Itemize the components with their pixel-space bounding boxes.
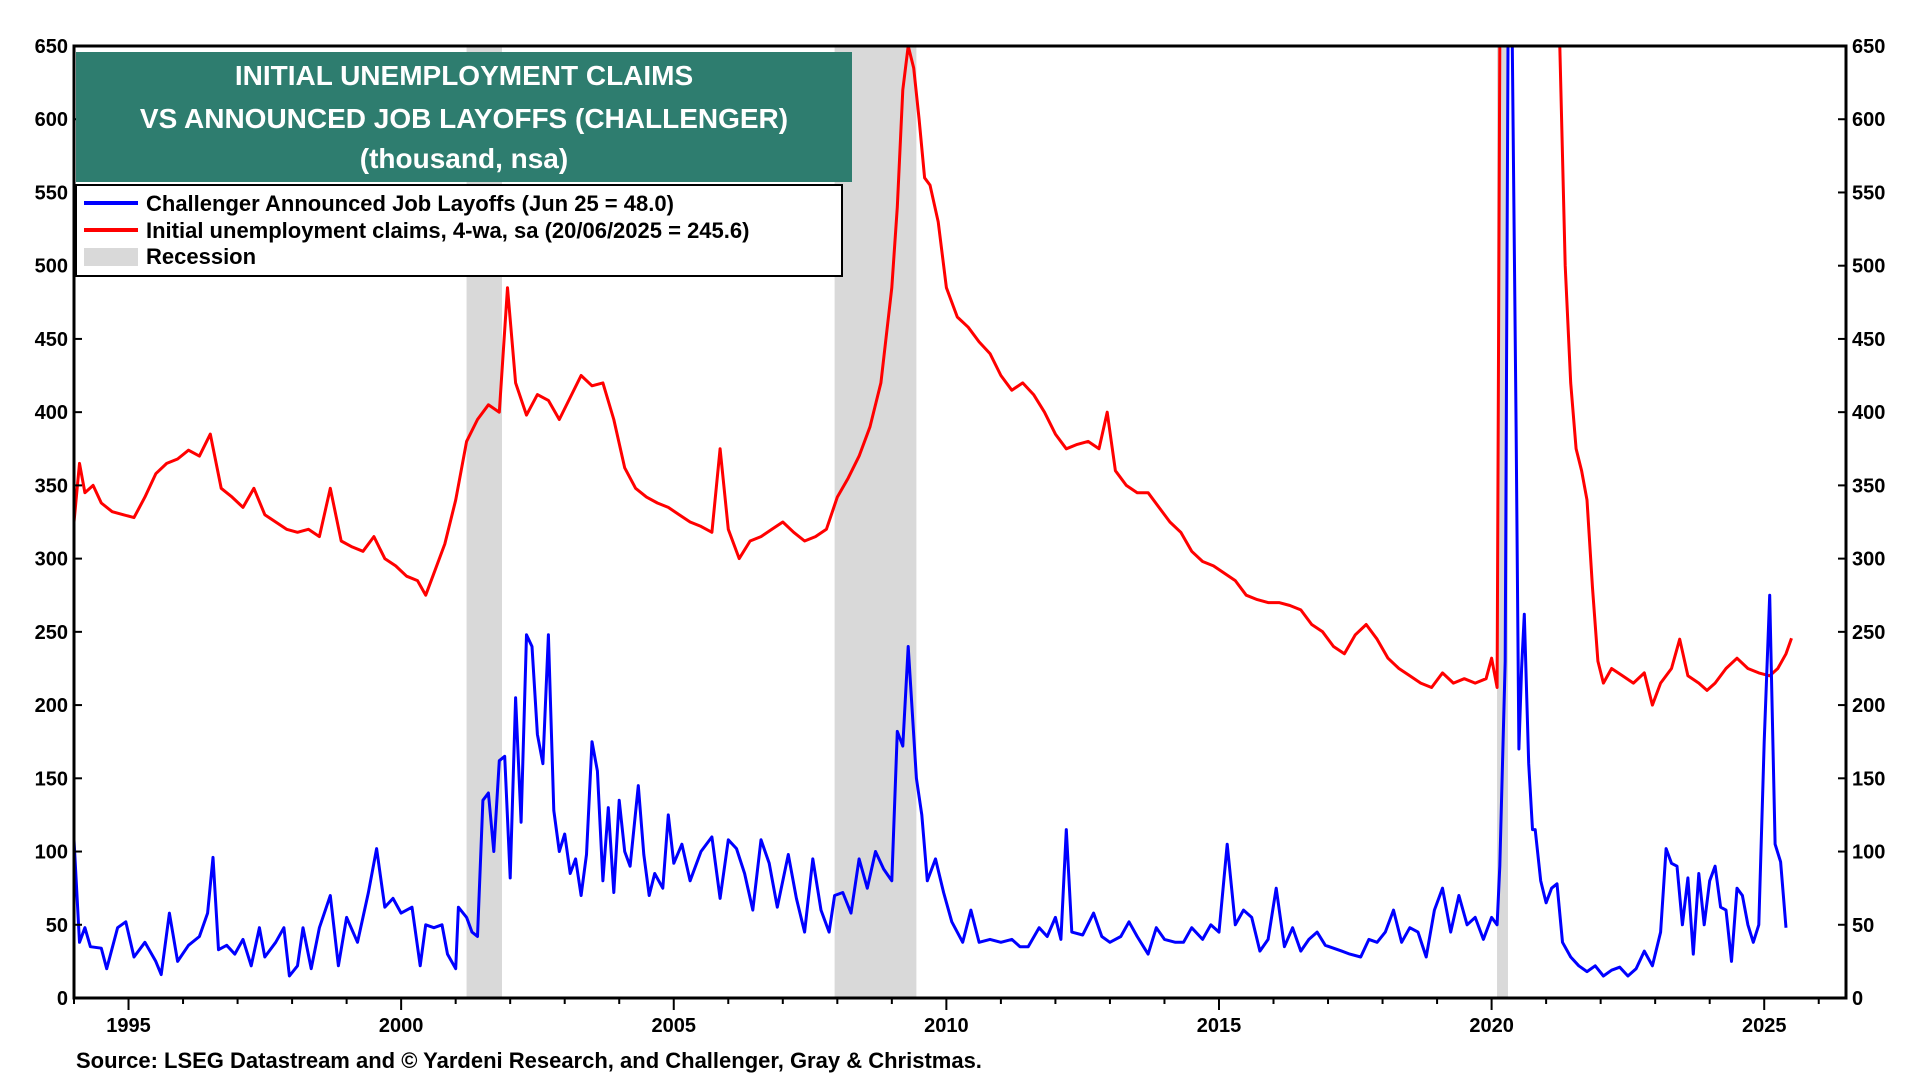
x-tick-label: 2000 <box>379 1015 424 1037</box>
y-tick-label-right: 100 <box>1852 842 1885 864</box>
title-line-3: (thousand, nsa) <box>360 143 568 174</box>
source-note: Source: LSEG Datastream and © Yardeni Re… <box>76 1048 982 1073</box>
legend-swatch-recession <box>84 248 138 266</box>
y-tick-label-right: 600 <box>1852 109 1885 131</box>
y-tick-label-left: 600 <box>35 109 68 131</box>
y-tick-label-right: 50 <box>1852 915 1874 937</box>
y-tick-label-right: 150 <box>1852 768 1885 790</box>
recession-band-2 <box>1497 46 1508 998</box>
plot-frame <box>72 44 1848 1000</box>
y-tick-label-right: 500 <box>1852 256 1885 278</box>
y-tick-label-right: 250 <box>1852 622 1885 644</box>
y-tick-label-right: 0 <box>1852 988 1863 1010</box>
title-line-1: INITIAL UNEMPLOYMENT CLAIMS <box>235 60 693 91</box>
legend-label-recession: Recession <box>146 244 256 269</box>
recession-band-1 <box>834 46 917 998</box>
x-tick-label: 2025 <box>1742 1015 1787 1037</box>
y-tick-label-right: 300 <box>1852 549 1885 571</box>
x-tick-label: 2015 <box>1197 1015 1242 1037</box>
y-tick-label-left: 250 <box>35 622 68 644</box>
x-tick-label: 2020 <box>1469 1015 1514 1037</box>
x-tick-label: 2005 <box>652 1015 697 1037</box>
legend-label-claims: Initial unemployment claims, 4-wa, sa (2… <box>146 218 749 243</box>
y-tick-label-left: 150 <box>35 768 68 790</box>
y-tick-label-left: 100 <box>35 842 68 864</box>
y-tick-label-right: 550 <box>1852 182 1885 204</box>
x-tick-label: 2010 <box>924 1015 969 1037</box>
series-line-layoffs <box>74 46 1788 978</box>
legend: Challenger Announced Job Layoffs (Jun 25… <box>75 184 843 277</box>
series-lines <box>74 46 1793 978</box>
y-tick-label-right: 650 <box>1852 36 1885 58</box>
y-tick-label-left: 500 <box>35 256 68 278</box>
y-tick-label-left: 350 <box>35 475 68 497</box>
series-line-claims <box>74 46 1793 707</box>
y-tick-label-right: 350 <box>1852 475 1885 497</box>
y-tick-label-left: 650 <box>35 36 68 58</box>
title-background <box>76 52 852 182</box>
y-tick-label-right: 400 <box>1852 402 1885 424</box>
y-tick-label-right: 200 <box>1852 695 1885 717</box>
title-box: INITIAL UNEMPLOYMENT CLAIMS VS ANNOUNCED… <box>76 52 852 182</box>
legend-label-layoffs: Challenger Announced Job Layoffs (Jun 25… <box>146 191 674 216</box>
y-tick-label-left: 300 <box>35 549 68 571</box>
title-line-2: VS ANNOUNCED JOB LAYOFFS (CHALLENGER) <box>140 103 788 134</box>
axes: 0 0 50 50 100 100 150 150 200 200 250 250 300 300 350 3… <box>35 36 1886 1037</box>
y-tick-label-left: 50 <box>46 915 68 937</box>
y-tick-label-left: 0 <box>57 988 68 1010</box>
x-tick-label: 1995 <box>106 1015 151 1037</box>
y-tick-label-left: 200 <box>35 695 68 717</box>
legend-box <box>75 184 843 277</box>
y-tick-label-left: 450 <box>35 329 68 351</box>
y-tick-label-right: 450 <box>1852 329 1885 351</box>
y-tick-label-left: 400 <box>35 402 68 424</box>
y-tick-label-left: 550 <box>35 182 68 204</box>
